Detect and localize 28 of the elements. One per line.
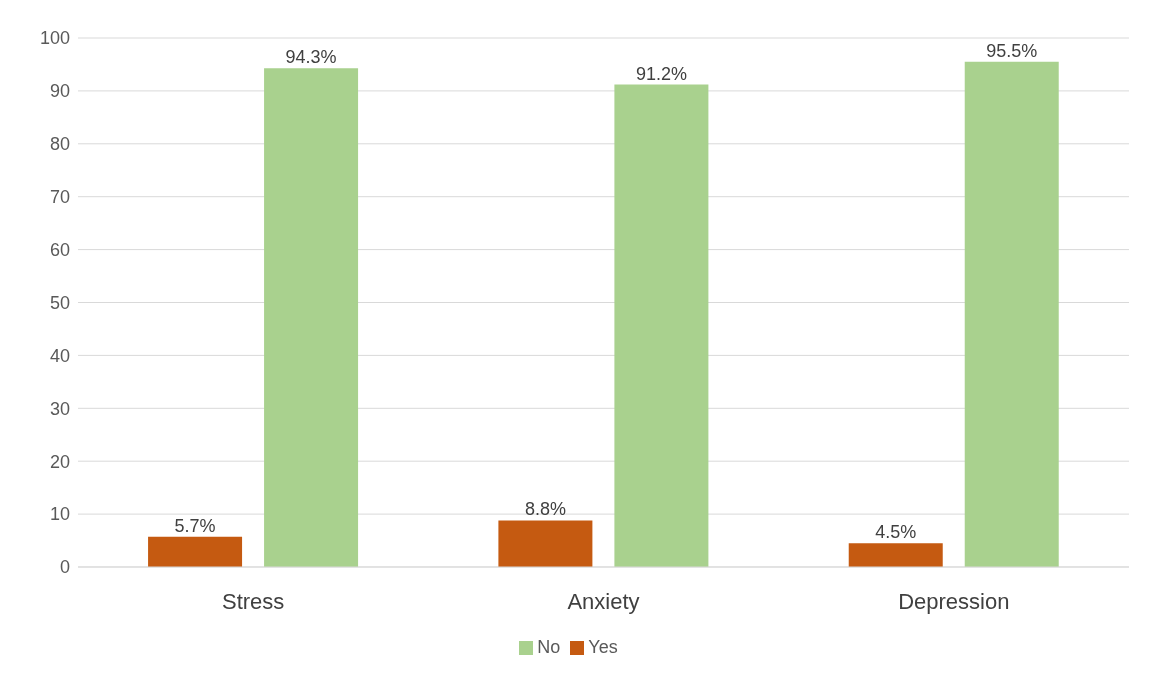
- y-tick-label: 40: [49, 345, 70, 366]
- x-tick-label: Stress: [221, 588, 285, 614]
- y-tick-label: 60: [49, 239, 70, 260]
- bar: [848, 543, 943, 567]
- data-label: 8.8%: [524, 499, 566, 520]
- y-tick-label: 30: [49, 398, 70, 419]
- data-label: 91.2%: [635, 63, 687, 84]
- bar: [498, 520, 593, 567]
- bar: [264, 68, 359, 567]
- x-tick-label: Depression: [898, 588, 1010, 614]
- x-tick-label: Anxiety: [567, 588, 640, 614]
- data-label: 5.7%: [174, 515, 216, 536]
- y-tick-label: 10: [49, 504, 70, 525]
- y-tick-label: 70: [49, 187, 70, 208]
- y-tick-label: 80: [49, 134, 70, 155]
- legend-label: Yes: [588, 637, 618, 657]
- bar: [964, 61, 1059, 567]
- y-tick-label: 50: [49, 292, 70, 313]
- data-label: 95.5%: [986, 40, 1038, 61]
- y-tick-label: 90: [49, 81, 70, 102]
- bar: [148, 536, 243, 567]
- legend-label: No: [537, 637, 561, 657]
- data-label: 4.5%: [875, 522, 917, 543]
- y-tick-label: 20: [49, 451, 70, 472]
- bar: [614, 84, 709, 567]
- y-tick-label: 100: [39, 28, 70, 49]
- data-label: 94.3%: [285, 47, 337, 68]
- y-tick-label: 0: [59, 557, 70, 578]
